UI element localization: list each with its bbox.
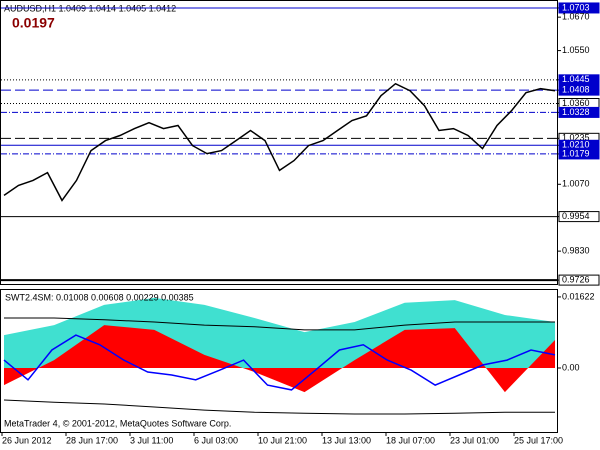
indicator-title: SWT2.4SM: 0.01008 0.00608 0.00229 0.0038… — [5, 292, 194, 302]
y-tick-label: 0.00 — [562, 362, 580, 372]
y-tick-label: 1.0408 — [562, 85, 590, 95]
y-tick-label: 1.0550 — [562, 45, 590, 55]
y-tick-label: 0.01622 — [562, 291, 595, 301]
x-tick-label: 25 Jul 17:00 — [514, 435, 563, 445]
indicator-line — [4, 317, 555, 331]
y-tick-label: 0.9830 — [562, 246, 590, 256]
x-tick-label: 13 Jul 13:00 — [322, 435, 371, 445]
y-tick-label: 0.9954 — [562, 211, 590, 221]
price-label-box — [558, 211, 600, 223]
annotation: 0.0197 — [12, 15, 55, 31]
price-label-box — [558, 148, 600, 160]
y-tick-label: 1.0445 — [562, 74, 590, 84]
indicator-line — [3, 399, 555, 415]
x-tick-label: 3 Jul 11:00 — [130, 435, 173, 445]
y-tick-label: 1.0235 — [562, 133, 590, 143]
indicator-line — [3, 334, 556, 391]
y-tick-label: 1.0328 — [562, 107, 590, 117]
x-tick-label: 26 Jun 2012 — [2, 435, 52, 445]
y-tick-label: 1.0070 — [562, 179, 590, 189]
y-tick-label: 0.9726 — [562, 274, 590, 284]
price-line — [3, 82, 556, 202]
y-tick-label: 1.0670 — [562, 12, 590, 22]
y-tick-label: 1.0210 — [562, 140, 590, 150]
price-label-box — [558, 106, 600, 118]
indicator-panel — [0, 289, 558, 433]
x-tick-label: 28 Jun 17:00 — [66, 435, 118, 445]
footer: MetaTrader 4, © 2001-2012, MetaQuotes So… — [4, 418, 231, 428]
y-tick-label: 1.0179 — [562, 148, 590, 158]
x-tick-label: 10 Jul 21:00 — [258, 435, 307, 445]
price-label-box — [558, 84, 600, 96]
x-tick-label: 18 Jul 07:00 — [386, 435, 435, 445]
y-tick-label: 1.0703 — [562, 2, 590, 12]
price-label-box — [558, 274, 600, 286]
y-tick-label: 1.0360 — [562, 98, 590, 108]
price-label-box — [558, 2, 600, 14]
price-panel — [0, 0, 558, 285]
x-tick-label: 6 Jul 03:00 — [194, 435, 238, 445]
indicator-area — [4, 325, 555, 393]
x-tick-label: 23 Jul 01:00 — [450, 435, 499, 445]
